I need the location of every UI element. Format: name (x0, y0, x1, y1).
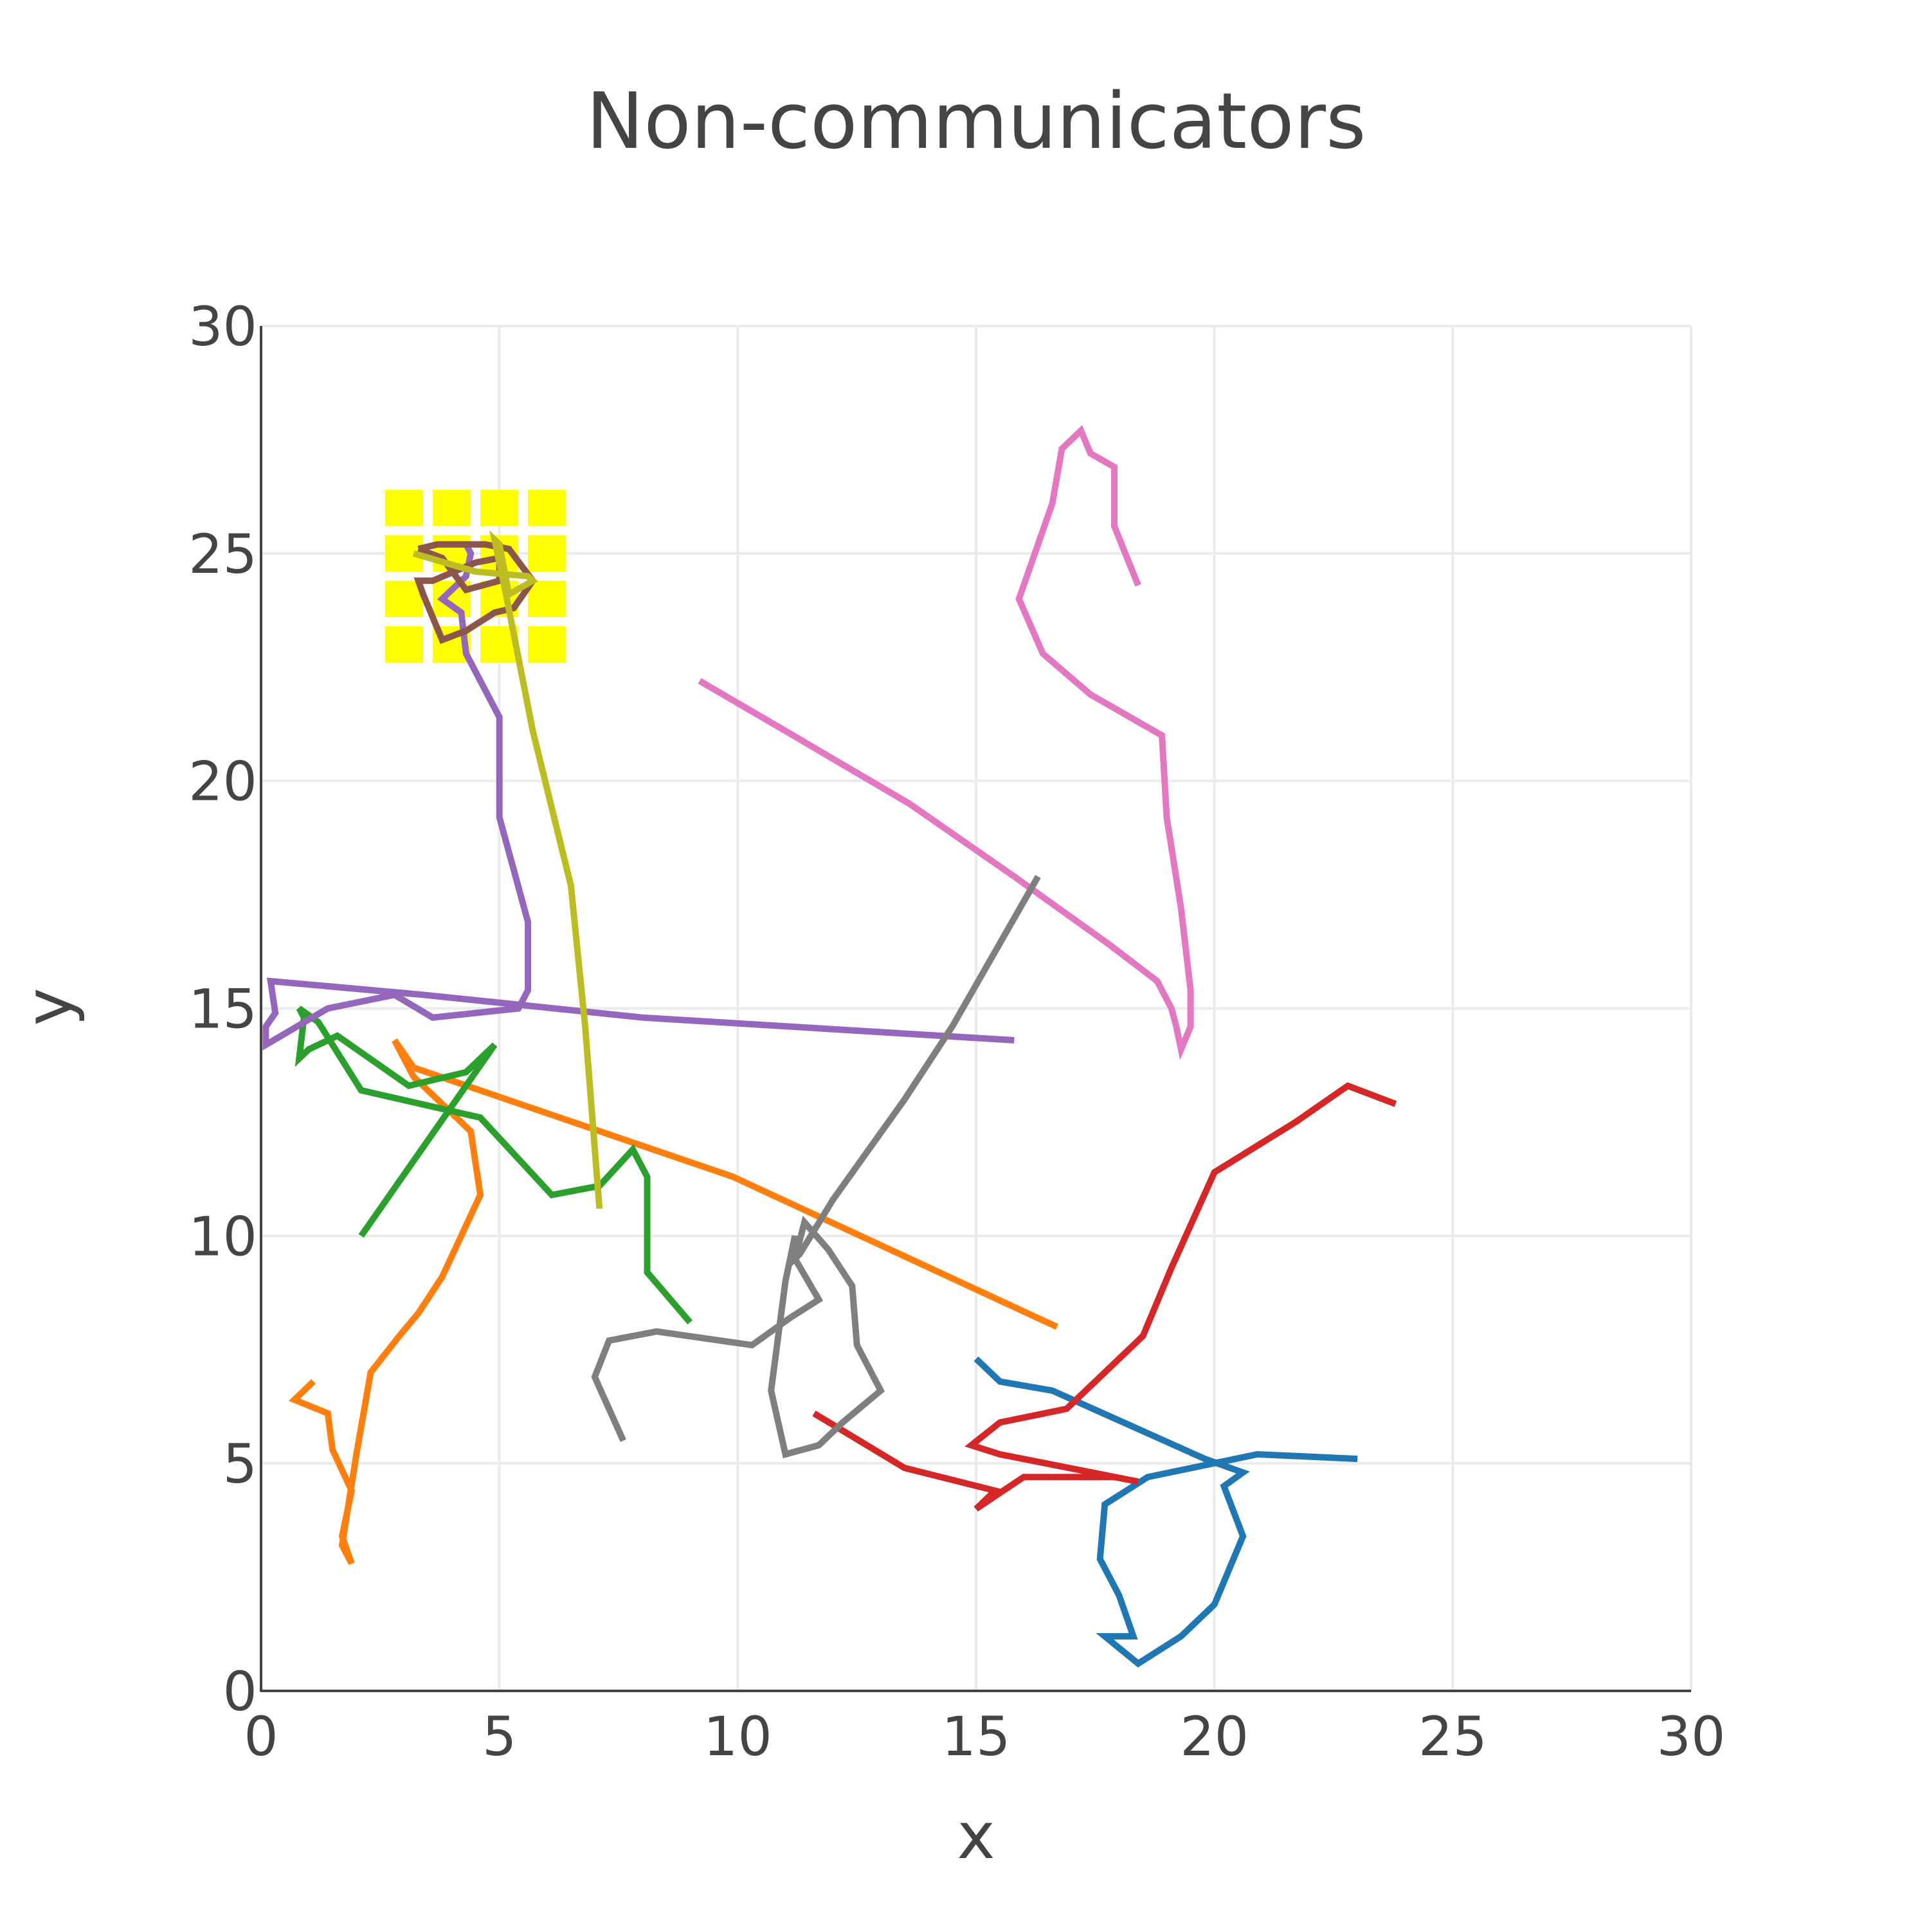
x-axis-label: x (957, 1798, 995, 1873)
x-tick-label: 15 (942, 1705, 1011, 1768)
tick-labels: 0 5 10 15 20 25 30 0 5 10 15 20 25 30 (188, 295, 1725, 1768)
y-tick-label: 30 (188, 295, 257, 358)
x-tick-label: 25 (1418, 1705, 1487, 1768)
target-cell (385, 581, 424, 617)
series-lines (262, 425, 1397, 1668)
series-line-7 (698, 425, 1194, 1060)
target-cell (480, 489, 519, 527)
y-tick-label: 25 (188, 523, 257, 586)
x-tick-label: 10 (703, 1705, 772, 1768)
x-tick-label: 5 (482, 1705, 516, 1768)
target-cell (385, 626, 424, 663)
series-line-6 (413, 541, 537, 644)
y-tick-label: 0 (223, 1660, 257, 1723)
series-line-2 (288, 1038, 1059, 1566)
y-axis-label: y (11, 988, 86, 1025)
target-cell (528, 535, 566, 572)
x-tick-label: 0 (244, 1705, 278, 1768)
y-tick-label: 10 (188, 1205, 257, 1268)
target-cell (528, 626, 566, 663)
y-tick-label: 5 (223, 1432, 257, 1495)
series-line-5 (262, 543, 1015, 1051)
x-tick-label: 30 (1657, 1705, 1726, 1768)
target-cell (528, 489, 566, 527)
x-tick-label: 20 (1180, 1705, 1249, 1768)
series-line-8 (591, 874, 1041, 1459)
series-line-4 (812, 1082, 1397, 1512)
target-cell (432, 489, 471, 527)
series-line-9 (412, 530, 603, 1209)
series-line-3 (294, 1006, 693, 1325)
chart-title: Non-communicators (586, 77, 1366, 167)
target-region (385, 489, 566, 663)
y-tick-label: 15 (188, 978, 257, 1041)
series-line-1 (974, 1356, 1358, 1668)
axes (260, 326, 1691, 1692)
target-cell (528, 581, 566, 617)
target-cell (385, 489, 424, 527)
y-tick-label: 20 (188, 750, 257, 813)
